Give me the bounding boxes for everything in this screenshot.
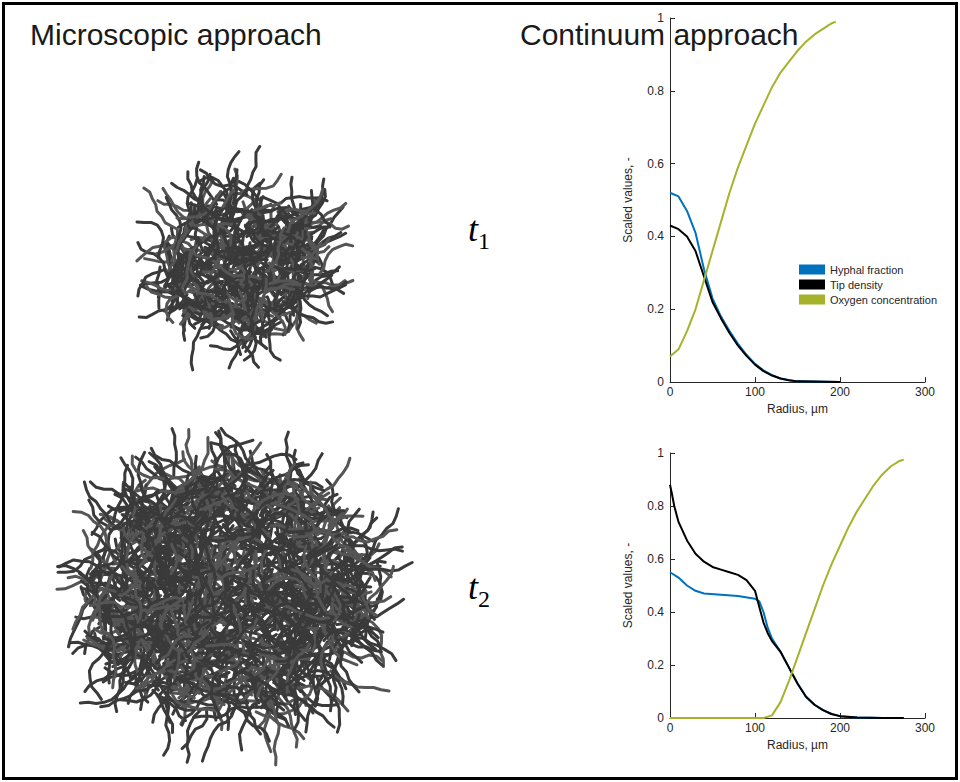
svg-text:0: 0 — [667, 721, 674, 735]
svg-text:Radius, µm: Radius, µm — [767, 402, 828, 416]
svg-text:0.2: 0.2 — [647, 302, 664, 316]
svg-text:200: 200 — [830, 721, 850, 735]
svg-text:0: 0 — [657, 375, 664, 389]
svg-text:Oxygen concentration: Oxygen concentration — [830, 294, 937, 306]
svg-text:0.6: 0.6 — [647, 552, 664, 566]
svg-text:200: 200 — [830, 385, 850, 399]
svg-text:Scaled values, -: Scaled values, - — [621, 543, 635, 628]
svg-text:1: 1 — [657, 11, 664, 25]
svg-text:0.4: 0.4 — [647, 605, 664, 619]
svg-text:1: 1 — [657, 446, 664, 460]
svg-text:100: 100 — [745, 385, 765, 399]
svg-text:0: 0 — [667, 385, 674, 399]
svg-text:0.2: 0.2 — [647, 658, 664, 672]
svg-text:0.6: 0.6 — [647, 157, 664, 171]
svg-text:Tip density: Tip density — [830, 279, 883, 291]
svg-text:300: 300 — [915, 721, 935, 735]
svg-text:0.8: 0.8 — [647, 499, 664, 513]
svg-text:Scaled values, -: Scaled values, - — [621, 157, 635, 242]
svg-text:0: 0 — [657, 711, 664, 725]
svg-text:300: 300 — [915, 385, 935, 399]
svg-text:Hyphal fraction: Hyphal fraction — [830, 264, 903, 276]
svg-text:100: 100 — [745, 721, 765, 735]
svg-text:0.4: 0.4 — [647, 229, 664, 243]
svg-text:0.8: 0.8 — [647, 84, 664, 98]
svg-text:Radius, µm: Radius, µm — [767, 738, 828, 752]
